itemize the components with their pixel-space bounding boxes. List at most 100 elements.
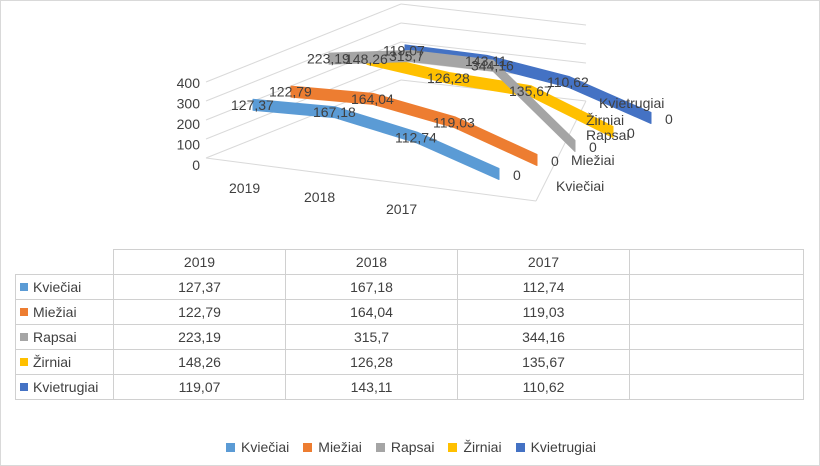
data-table-cell: 119,07 bbox=[113, 374, 286, 400]
gridline bbox=[205, 22, 402, 102]
data-label: 135,67 bbox=[509, 83, 552, 99]
y-tick-label: 100 bbox=[177, 137, 201, 153]
depth-label: Kviečiai bbox=[556, 178, 604, 194]
chart-grid bbox=[205, 3, 587, 202]
data-table-cell: 127,37 bbox=[113, 274, 286, 300]
gridline bbox=[205, 60, 402, 140]
data-label: 315,7 bbox=[389, 48, 424, 64]
legend-item: Kviečiai bbox=[226, 439, 289, 455]
data-table-cell: 223,19 bbox=[113, 324, 286, 350]
depth-label: Žirniai bbox=[586, 112, 624, 128]
data-table-cell: 126,28 bbox=[285, 349, 458, 375]
gridline bbox=[400, 41, 587, 64]
gridline bbox=[400, 3, 587, 26]
gridline bbox=[205, 3, 402, 83]
series-key-swatch bbox=[20, 333, 28, 341]
data-label: 122,79 bbox=[269, 84, 312, 100]
legend-swatch bbox=[515, 443, 525, 452]
data-label: 112,74 bbox=[395, 130, 437, 146]
data-table-cell-empty bbox=[629, 299, 804, 325]
legend-label: Kviečiai bbox=[241, 439, 290, 455]
gridline bbox=[400, 22, 587, 45]
data-label: 0 bbox=[551, 153, 559, 169]
data-table-row-label: Kvietrugiai bbox=[15, 374, 114, 400]
data-label: 164,04 bbox=[351, 91, 394, 107]
y-axis: 0 100 200 300 400 bbox=[177, 75, 201, 173]
legend-item: Kvietrugiai bbox=[515, 439, 596, 455]
data-table-cell-empty bbox=[629, 374, 804, 400]
data-table-row: Miežiai 122,79 164,04 119,03 bbox=[15, 299, 804, 325]
data-table-cell-empty bbox=[629, 324, 804, 350]
data-table-header-cell: 2018 bbox=[285, 249, 458, 275]
data-table-cell: 135,67 bbox=[457, 349, 630, 375]
series-ribbon bbox=[252, 98, 500, 180]
data-label: 119,03 bbox=[433, 114, 475, 130]
data-table-cell-empty bbox=[629, 274, 804, 300]
series-key-swatch bbox=[20, 358, 28, 366]
series-key-swatch bbox=[20, 383, 28, 391]
data-table-row-label: Kviečiai bbox=[15, 274, 114, 300]
data-label: 344,16 bbox=[471, 58, 514, 74]
series-key-swatch bbox=[20, 308, 28, 316]
legend-label: Žirniai bbox=[463, 439, 502, 455]
series-ribbons: 119,07 143,11 110,62 0 148,26 126,28 135,67 0 22… bbox=[231, 42, 673, 183]
data-table-cell: 164,04 bbox=[285, 299, 458, 325]
data-table-cell: 167,18 bbox=[285, 274, 458, 300]
data-table-row: Kvietrugiai 119,07 143,11 110,62 bbox=[15, 374, 804, 400]
data-table-row: Žirniai 148,26 126,28 135,67 bbox=[15, 349, 804, 375]
x-tick-label: 2019 bbox=[229, 180, 260, 196]
data-label: 119,07 bbox=[383, 42, 425, 58]
x-axis: 2019 2018 2017 bbox=[229, 180, 417, 217]
series-ribbon bbox=[290, 85, 538, 166]
row-label-text: Rapsai bbox=[33, 329, 77, 345]
depth-label: Rapsai bbox=[586, 127, 630, 143]
data-table-cell: 112,74 bbox=[457, 274, 630, 300]
legend-item: Miežiai bbox=[303, 439, 362, 455]
data-label: 0 bbox=[627, 125, 635, 141]
legend-swatch bbox=[448, 443, 458, 452]
data-table-cell: 110,62 bbox=[457, 374, 630, 400]
data-label: 143,11 bbox=[465, 53, 507, 69]
data-table-header-cell: 2019 bbox=[113, 249, 286, 275]
data-table-row: Rapsai 223,19 315,7 344,16 bbox=[15, 324, 804, 350]
data-table-cell: 344,16 bbox=[457, 324, 630, 350]
y-tick-label: 200 bbox=[177, 116, 201, 132]
legend-swatch bbox=[303, 443, 313, 452]
legend-label: Rapsai bbox=[390, 439, 435, 455]
legend-item: Žirniai bbox=[448, 439, 502, 455]
series-ribbon bbox=[366, 52, 614, 138]
data-label: 0 bbox=[665, 111, 673, 127]
x-tick-label: 2018 bbox=[304, 189, 335, 205]
data-label: 223,19 bbox=[307, 51, 350, 67]
y-tick-label: 400 bbox=[177, 75, 201, 91]
data-table-header-cell-empty bbox=[629, 249, 804, 275]
row-label-text: Kvietrugiai bbox=[33, 379, 99, 395]
data-table-cell: 119,03 bbox=[457, 299, 630, 325]
data-table-row-label: Žirniai bbox=[15, 349, 114, 375]
legend-label: Miežiai bbox=[318, 439, 362, 455]
data-table-header-cell: 2017 bbox=[457, 249, 630, 275]
data-label: 0 bbox=[513, 167, 521, 183]
data-table-row-label: Rapsai bbox=[15, 324, 114, 350]
data-table-cell: 148,26 bbox=[113, 349, 286, 375]
depth-label: Miežiai bbox=[571, 152, 615, 168]
data-table-cell: 122,79 bbox=[113, 299, 286, 325]
row-label-text: Žirniai bbox=[33, 354, 72, 370]
y-tick-label: 0 bbox=[192, 157, 200, 173]
chart-legend: Kviečiai Miežiai Rapsai Žirniai Kvietrugiai bbox=[1, 439, 820, 455]
series-ribbon bbox=[328, 50, 576, 152]
legend-item: Rapsai bbox=[375, 439, 435, 455]
data-table-row: Kviečiai 127,37 167,18 112,74 bbox=[15, 274, 804, 300]
data-label: 127,37 bbox=[231, 97, 274, 113]
depth-label: Kvietrugiai bbox=[599, 95, 664, 111]
data-label: 148,26 bbox=[345, 51, 388, 67]
data-label: 126,28 bbox=[427, 70, 470, 86]
floor-edge bbox=[205, 157, 537, 202]
data-table-corner bbox=[15, 249, 114, 275]
row-label-text: Miežiai bbox=[33, 304, 77, 320]
legend-label: Kvietrugiai bbox=[530, 439, 596, 455]
data-label: 167,18 bbox=[313, 104, 356, 120]
